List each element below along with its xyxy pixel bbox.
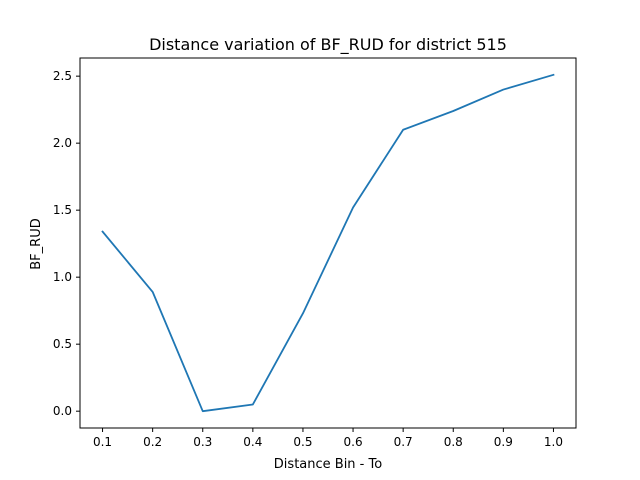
axes-frame — [79, 57, 577, 429]
x-tick-label: 0.4 — [243, 435, 262, 449]
series-line-0 — [101, 73, 555, 413]
x-tick-label: 0.1 — [93, 435, 112, 449]
y-tick-label: 1.0 — [53, 270, 72, 284]
y-axis-label: BF_RUD — [29, 218, 44, 269]
x-tick-label: 0.8 — [444, 435, 463, 449]
x-tick-label: 0.6 — [344, 435, 363, 449]
y-tick-label: 2.5 — [53, 69, 72, 83]
x-tick-label: 0.7 — [394, 435, 413, 449]
x-tick-label: 0.9 — [494, 435, 513, 449]
chart-title: Distance variation of BF_RUD for distric… — [149, 35, 507, 55]
y-tick-label: 2.0 — [53, 136, 72, 150]
x-tick-label: 0.3 — [193, 435, 212, 449]
x-tick-label: 0.5 — [293, 435, 312, 449]
y-tick-label: 0.5 — [53, 337, 72, 351]
plot-area: 0.1 0.2 0.3 0.4 0.5 0.6 0.7 0.8 0.9 1.0 0.0 0.5 1.0 1… — [53, 57, 577, 449]
y-tick-label: 1.5 — [53, 203, 72, 217]
x-axis-label: Distance Bin - To — [274, 457, 382, 472]
x-tick-label: 0.2 — [143, 435, 162, 449]
x-tick-label: 1.0 — [544, 435, 563, 449]
y-tick-label: 0.0 — [53, 404, 72, 418]
